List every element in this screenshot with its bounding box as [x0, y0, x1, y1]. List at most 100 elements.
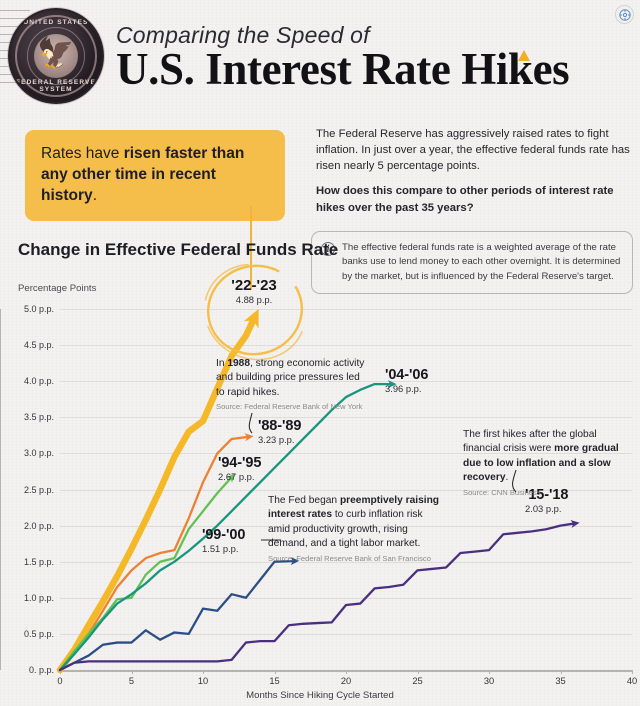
callout-stem-line: [250, 206, 252, 290]
annotation-text-before: In: [216, 358, 228, 369]
y-axis-tick-label: 1.0 p.p.: [23, 592, 54, 603]
x-axis-tick-label: 35: [555, 676, 566, 686]
series-label-22-23: '22-'23 4.88 p.p.: [206, 277, 302, 341]
info-box-text: The effective federal funds rate is a we…: [342, 242, 621, 282]
y-axis-line: [0, 309, 1, 670]
callout-text-bold: risen faster than any other time in rece…: [41, 145, 245, 204]
series-label-15-18: '15-'18 2.03 p.p.: [525, 487, 568, 514]
annotation-source: Source: CNN Business: [463, 487, 541, 497]
annotation-text-bold: 1988: [227, 358, 250, 369]
x-axis-tick-label: 0: [57, 676, 63, 686]
annotation-source: Source: Federal Reserve Bank of San Fran…: [268, 553, 431, 563]
annotation-gfc: The first hikes after the global financi…: [463, 428, 633, 497]
y-axis-tick-label: 5.0 p.p.: [23, 304, 54, 314]
series-label-year: '99-'00: [202, 527, 246, 543]
callout-box: Rates have risen faster than any other t…: [25, 130, 285, 221]
gridline: [60, 309, 632, 310]
series-line-1518: [58, 519, 580, 672]
callout-text-end: .: [92, 186, 97, 204]
x-axis-tick-label: 30: [483, 676, 495, 686]
series-line-9900: [58, 557, 300, 672]
x-axis-tick-mark: [131, 670, 133, 674]
series-label-value: 3.23 p.p.: [258, 434, 295, 445]
x-axis-tick-label: 20: [340, 676, 352, 686]
annotation-text-after: to curb inflation risk amid productivity…: [268, 509, 423, 550]
y-axis-tick-label: 4.0 p.p.: [23, 376, 54, 387]
x-axis-tick-mark: [417, 670, 419, 674]
gridline: [60, 417, 632, 419]
gridline: [60, 489, 632, 491]
x-axis-tick-mark: [489, 670, 490, 674]
header: 🦅 UNITED STATES FEDERAL RESERVE SYSTEM C…: [0, 0, 640, 112]
series-label-value: 2.67 p.p.: [218, 471, 255, 482]
series-label-value: 3.96 p.p.: [385, 383, 422, 394]
series-line-2223: [56, 308, 259, 674]
gridline: [60, 633, 632, 635]
x-axis-tick-label: 15: [269, 676, 280, 686]
series-label-year: '04-'06: [385, 367, 429, 383]
x-axis-tick-label: 40: [626, 676, 638, 686]
x-axis-tick-mark: [632, 670, 633, 674]
gridline: [60, 381, 632, 383]
series-label-99-00: '99-'00 1.51 p.p.: [202, 527, 245, 554]
y-axis-tick-label: 2.5 p.p.: [23, 484, 54, 495]
series-label-94-95: '94-'95 2.67 p.p.: [218, 455, 261, 482]
x-axis-tick-mark: [274, 670, 276, 674]
y-axis-tick-label: 3.5 p.p.: [23, 412, 54, 423]
info-icon: i: [321, 242, 335, 256]
series-label-value: 1.51 p.p.: [202, 543, 239, 554]
x-axis-tick-label: 10: [197, 676, 209, 686]
x-axis-tick-mark: [203, 670, 204, 674]
gridline: [60, 525, 632, 527]
y-axis-tick-label: 1.5 p.p.: [23, 556, 54, 567]
x-axis-tick-mark: [346, 670, 347, 674]
annotation-1988: In 1988, strong economic activity and bu…: [216, 357, 366, 411]
annotation-text-bold: preemptively raising interest rates: [268, 495, 440, 521]
annotation-text-before: The Fed began: [268, 495, 340, 506]
x-axis-label: Months Since Hiking Cycle Started: [246, 690, 394, 701]
seal-bottom-text: FEDERAL RESERVE SYSTEM: [16, 79, 96, 93]
highlight-circle: [203, 263, 307, 361]
annotation-text-bold: more gradual due to low inflation and a …: [463, 443, 619, 484]
intro-paragraph-2: How does this compare to other periods o…: [316, 185, 614, 214]
y-axis-tick-label: 2.0 p.p.: [23, 520, 54, 531]
series-line-0406: [58, 380, 397, 672]
info-box: i The effective federal funds rate is a …: [311, 231, 633, 295]
callout-text-plain: Rates have: [41, 145, 124, 162]
series-label-year: '88-'89: [258, 418, 302, 434]
series-label-year: '94-'95: [218, 455, 262, 471]
gridline: [60, 453, 632, 455]
annotation-text-after: .: [505, 472, 509, 484]
y-axis-tick-label: 3.0 p.p.: [23, 448, 54, 459]
annotation-source: Source: Federal Reserve Bank of New York: [216, 402, 363, 412]
gridline: [60, 597, 632, 599]
kicker-text: Comparing the Speed of: [116, 22, 370, 48]
y-axis-tick-label: 0.5 p.p.: [23, 628, 54, 639]
gridline: [60, 561, 632, 563]
hike-arrow-icon: [518, 50, 530, 61]
chart-title: Change in Effective Federal Funds Rate: [18, 240, 339, 259]
eagle-glyph: 🦅: [37, 37, 75, 71]
x-axis-tick-mark: [560, 670, 562, 674]
share-badge-icon[interactable]: [615, 5, 634, 24]
annotation-preemptive: The Fed began preemptively raising inter…: [268, 494, 443, 563]
annotation-text-after: , strong economic activity and building …: [216, 358, 365, 398]
y-axis-label: Percentage Points: [18, 283, 97, 294]
page-title: U.S. Interest Rate Hikes: [116, 44, 570, 94]
federal-reserve-seal-icon: 🦅 UNITED STATES FEDERAL RESERVE SYSTEM: [8, 8, 104, 104]
series-label-88-89: '88-'89 3.23 p.p.: [258, 418, 301, 445]
x-axis-tick-label: 25: [412, 676, 423, 686]
annotation-text-before: The first hikes after the global financi…: [463, 429, 597, 455]
series-label-04-06: '04-'06 3.96 p.p.: [385, 367, 428, 394]
x-axis-tick-label: 5: [128, 676, 135, 686]
seal-top-text: UNITED STATES: [23, 19, 89, 26]
series-label-value: 4.88 p.p.: [235, 294, 273, 305]
y-axis-tick-label: 0. p.p.: [28, 665, 54, 675]
series-label-value: 2.03 p.p.: [525, 503, 562, 514]
y-axis-tick-label: 4.5 p.p.: [23, 340, 54, 351]
series-label-year: '15-'18: [525, 487, 569, 503]
intro-text: The Federal Reserve has aggressively rai…: [316, 126, 632, 216]
series-line-9495: [58, 473, 235, 672]
intro-paragraph-1: The Federal Reserve has aggressively rai…: [316, 128, 630, 173]
